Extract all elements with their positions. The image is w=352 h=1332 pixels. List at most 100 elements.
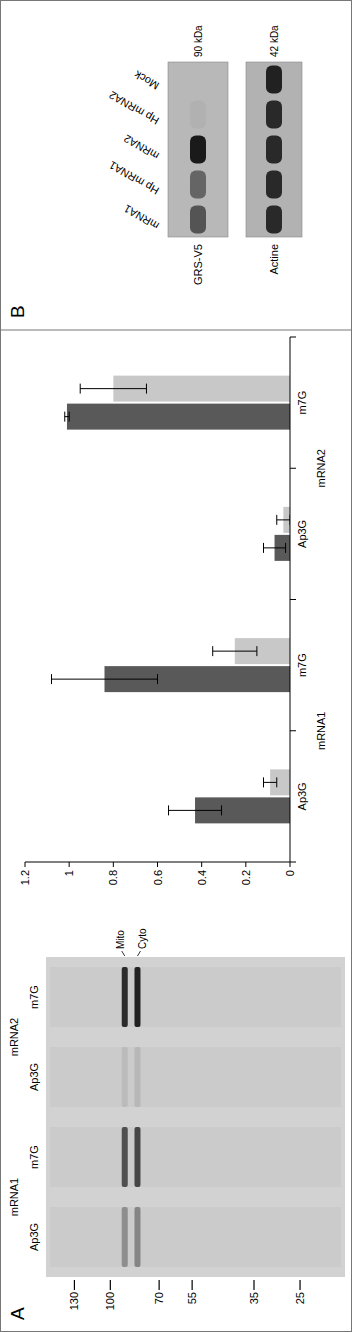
lane-smear <box>50 967 341 1027</box>
x-tick-label: Ap3G <box>296 520 308 548</box>
bar <box>67 404 290 430</box>
marker-label: 70 <box>153 1292 165 1304</box>
marker-label: 25 <box>294 1292 306 1304</box>
error-bar <box>52 674 158 684</box>
lane-label: m7G <box>28 1145 40 1169</box>
group-label: mRNA2 <box>315 449 327 488</box>
gel-band <box>134 967 140 1027</box>
error-stem <box>65 416 69 417</box>
marker-tick <box>74 1280 75 1290</box>
y-tick-label: 0.6 <box>152 870 164 885</box>
error-stem <box>169 810 222 811</box>
gel-background <box>46 957 345 1277</box>
band-pointer <box>122 951 125 956</box>
marker-label: 55 <box>186 1292 198 1304</box>
error-cap <box>263 777 264 787</box>
gel-band <box>122 1047 128 1107</box>
frame <box>1 1 352 1332</box>
group-label: mRNA1 <box>315 711 327 750</box>
x-separator <box>290 862 296 863</box>
panel-label: B <box>7 305 28 318</box>
x-tick-label: m7G <box>296 653 308 677</box>
marker-label: 35 <box>248 1292 260 1304</box>
marker-tick <box>110 1280 111 1290</box>
error-bar <box>65 412 69 422</box>
error-stem <box>80 388 146 389</box>
y-tick-label: 0 <box>284 870 296 876</box>
gel-band <box>134 1047 140 1107</box>
lane-smear <box>50 1047 341 1107</box>
band-label: Cyto <box>137 928 148 949</box>
lane-label: mRNA1 <box>122 203 161 233</box>
band-label: Mito <box>115 930 126 949</box>
lane-label: Hp mRNA1 <box>107 159 161 197</box>
row-label: Actine <box>268 244 280 275</box>
error-cap <box>256 646 257 656</box>
blot-band <box>266 136 282 164</box>
marker-label: 100 <box>104 1292 116 1310</box>
panel-label: A <box>7 1307 28 1320</box>
blot-band <box>190 101 206 129</box>
x-separator <box>290 337 296 338</box>
error-cap <box>285 543 286 553</box>
gel-band <box>122 967 128 1027</box>
lane-smear <box>50 1207 341 1267</box>
marker-tick <box>299 1280 300 1290</box>
bars <box>52 376 291 824</box>
blot-band <box>266 66 282 94</box>
marker-tick <box>192 1280 193 1290</box>
blot-band <box>190 206 206 234</box>
error-cap <box>157 674 158 684</box>
error-cap <box>80 384 81 394</box>
x-separator <box>290 468 296 469</box>
x-separator <box>290 730 296 731</box>
band-pointer <box>137 951 140 956</box>
figure-canvas: A B Ap3G m7G Ap3G m7G mRNA1 mRNA2 130 100 70 55 35 25… <box>0 0 352 1332</box>
marker-label: 130 <box>68 1292 80 1310</box>
error-cap <box>64 412 65 422</box>
error-stem <box>277 519 290 520</box>
blot-band <box>266 171 282 199</box>
lane-label: m7G <box>28 985 40 1009</box>
bar-chart: 00.20.40.60.811.2Ap3Gm7GAp3Gm7GmRNA1mRNA… <box>19 337 327 885</box>
y-tick <box>113 862 114 867</box>
error-cap <box>276 515 277 525</box>
panel-divider <box>0 330 352 331</box>
marker-tick <box>159 1280 160 1290</box>
x-tick-label: m7G <box>296 391 308 415</box>
lane-label: mRNA2 <box>122 133 161 163</box>
lane-label: Mock <box>132 68 161 92</box>
error-cap <box>168 805 169 815</box>
gel-band <box>122 1207 128 1267</box>
error-cap <box>146 384 147 394</box>
y-tick <box>157 862 158 867</box>
gel-band <box>134 1207 140 1267</box>
y-tick <box>245 862 246 867</box>
blot-band <box>190 171 206 199</box>
blot-band <box>266 101 282 129</box>
y-tick <box>290 862 291 867</box>
lane-label: Ap3G <box>28 1223 40 1251</box>
blot-strip <box>168 62 228 237</box>
x-separator <box>290 599 296 600</box>
error-cap <box>263 543 264 553</box>
error-cap <box>51 674 52 684</box>
y-tick-label: 1.2 <box>19 870 31 885</box>
blot-band <box>190 136 206 164</box>
y-tick <box>69 862 70 867</box>
error-stem <box>264 782 277 783</box>
blot-strip <box>246 62 302 237</box>
lane-smear <box>50 1127 341 1187</box>
error-stem <box>264 547 286 548</box>
western-blot: mRNA1Hp mRNA1mRNA2Hp mRNA2MockGRS-V590 k… <box>107 25 302 285</box>
error-bar <box>264 543 286 553</box>
lane-label: Hp mRNA2 <box>107 89 161 127</box>
error-stem <box>52 679 158 680</box>
y-tick <box>25 862 26 867</box>
figure: A B Ap3G m7G Ap3G m7G mRNA1 mRNA2 130 100 70 55 35 25… <box>0 1 352 1332</box>
group-label: mRNA1 <box>8 1178 20 1217</box>
lane-label: Ap3G <box>28 1063 40 1091</box>
gel-band <box>122 1127 128 1187</box>
error-bar <box>213 646 257 656</box>
error-cap <box>212 646 213 656</box>
